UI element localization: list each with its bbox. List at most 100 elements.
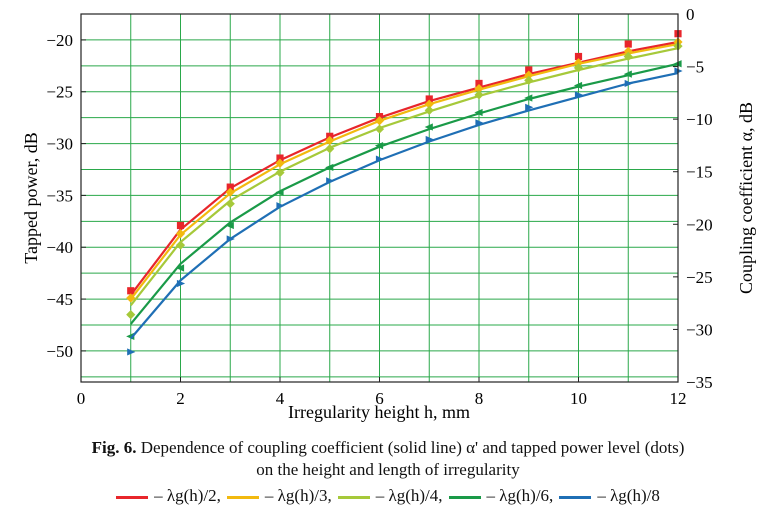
legend-swatch (559, 495, 592, 499)
axes-layer: 0 2 4 6 8 10 12 −20 −25 −30 −35 −40 −45 −50 0 −5 −10 −15 −… (46, 5, 712, 408)
y-left-tick-label: −45 (46, 290, 73, 309)
caption-line-1: Fig. 6. Dependence of coupling coefficie… (0, 437, 776, 459)
data-point-marker (525, 66, 533, 74)
data-point-marker (524, 75, 534, 85)
data-point-marker (574, 91, 584, 99)
legend-label: – λg(h)/3, (264, 486, 332, 505)
y-right-tick-label: −10 (686, 110, 713, 129)
data-point-marker (175, 240, 186, 250)
data-point-marker (175, 264, 185, 272)
series-group (126, 37, 683, 303)
series-line (129, 47, 679, 306)
data-point-marker (475, 119, 484, 127)
series-line (129, 43, 679, 300)
data-point-marker (573, 58, 584, 68)
y-right-tick-label: −25 (686, 268, 713, 287)
x-tick-label: 4 (276, 389, 285, 408)
data-point-marker (624, 79, 633, 88)
data-point-marker (126, 310, 136, 320)
y-right-tick-label: −15 (686, 163, 713, 182)
y-left-tick-label: −35 (46, 186, 73, 205)
data-point-marker (374, 116, 385, 126)
data-point-marker (127, 348, 136, 356)
series-group (126, 60, 682, 340)
data-point-marker (226, 235, 235, 243)
legend-swatch (226, 495, 259, 499)
data-point-marker (424, 99, 434, 109)
legend-label: – λg(h)/2, (154, 486, 221, 505)
data-point-marker (276, 154, 284, 162)
x-axis-label: Irregularity height h, mm (288, 402, 470, 422)
series-group (127, 67, 683, 356)
y-right-tick-label: −30 (686, 320, 713, 339)
data-point-marker (573, 81, 583, 90)
legend-item: – λg(h)/6, (448, 484, 554, 508)
data-point-marker (225, 187, 235, 197)
legend-item: – λg(h)/3, (226, 484, 332, 508)
data-point-marker (525, 103, 534, 111)
series-line (129, 62, 679, 325)
data-point-marker (226, 183, 234, 191)
data-point-marker (524, 94, 533, 102)
chart: 0 2 4 6 8 10 12 −20 −25 −30 −35 −40 −45 −50 0 −5 −10 −15 −… (21, 5, 756, 422)
data-point-marker (325, 163, 334, 172)
y-left-tick-label: −50 (46, 342, 73, 361)
legend-swatch (116, 495, 149, 499)
data-point-marker (275, 188, 284, 196)
data-point-marker (326, 177, 335, 185)
figure-caption: Fig. 6. Dependence of coupling coefficie… (0, 437, 776, 481)
data-point-marker (425, 95, 433, 103)
series-line (129, 72, 679, 340)
data-point-marker (524, 70, 534, 80)
series-group (126, 41, 683, 320)
x-tick-label: 6 (375, 389, 384, 408)
data-point-marker (127, 287, 135, 295)
y-left-tick-label: −25 (46, 83, 73, 102)
data-point-marker (325, 144, 335, 154)
data-point-marker (225, 199, 235, 209)
data-point-marker (424, 123, 433, 131)
data-point-marker (623, 51, 633, 62)
data-point-marker (275, 168, 285, 178)
y-left-tick-label: −30 (46, 135, 73, 154)
legend-item: – λg(h)/2, (116, 484, 221, 508)
x-tick-label: 0 (77, 389, 86, 408)
y-left-tick-label: −40 (46, 238, 73, 257)
y-right-tick-label: −20 (686, 215, 713, 234)
data-point-marker (474, 108, 483, 117)
data-point-marker (176, 221, 185, 230)
y-right-tick-label: −35 (686, 373, 713, 392)
data-point-marker (574, 52, 583, 61)
data-point-marker (624, 40, 632, 48)
y-right-tick-label: −5 (686, 58, 704, 77)
x-tick-label: 10 (570, 389, 587, 408)
legend-item: – λg(h)/4, (337, 484, 443, 508)
series-layer (126, 30, 683, 356)
data-point-marker (276, 202, 285, 210)
data-point-marker (623, 46, 633, 56)
data-point-marker (375, 155, 385, 163)
legend-label: – λg(h)/6, (486, 486, 554, 505)
data-point-marker (474, 90, 484, 100)
legend-label: – λg(h)/8 (597, 486, 660, 505)
caption-text-1: Dependence of coupling coefficient (soli… (136, 438, 685, 457)
data-point-marker (325, 135, 335, 146)
caption-line-2: on the height and length of irregularity (256, 460, 520, 479)
series-line (129, 40, 679, 296)
y-axis-right-label: Coupling coefficient α, dB (736, 102, 756, 294)
legend-item: – λg(h)/8 (559, 484, 660, 508)
data-point-marker (126, 293, 136, 303)
data-point-marker (374, 142, 384, 150)
legend: – λg(h)/2, – λg(h)/3, – λg(h)/4, – λg(h)/6,… (0, 484, 776, 508)
data-point-marker (573, 63, 584, 73)
x-tick-label: 2 (176, 389, 185, 408)
data-point-marker (175, 229, 186, 239)
data-point-marker (475, 79, 483, 88)
figure-label: Fig. 6. (91, 438, 137, 457)
legend-label: – λg(h)/4, (375, 486, 443, 505)
data-point-marker (623, 70, 632, 78)
x-tick-label: 8 (475, 389, 484, 408)
legend-swatch (337, 495, 370, 499)
data-point-marker (474, 84, 484, 94)
y-right-tick-label: 0 (686, 5, 695, 24)
